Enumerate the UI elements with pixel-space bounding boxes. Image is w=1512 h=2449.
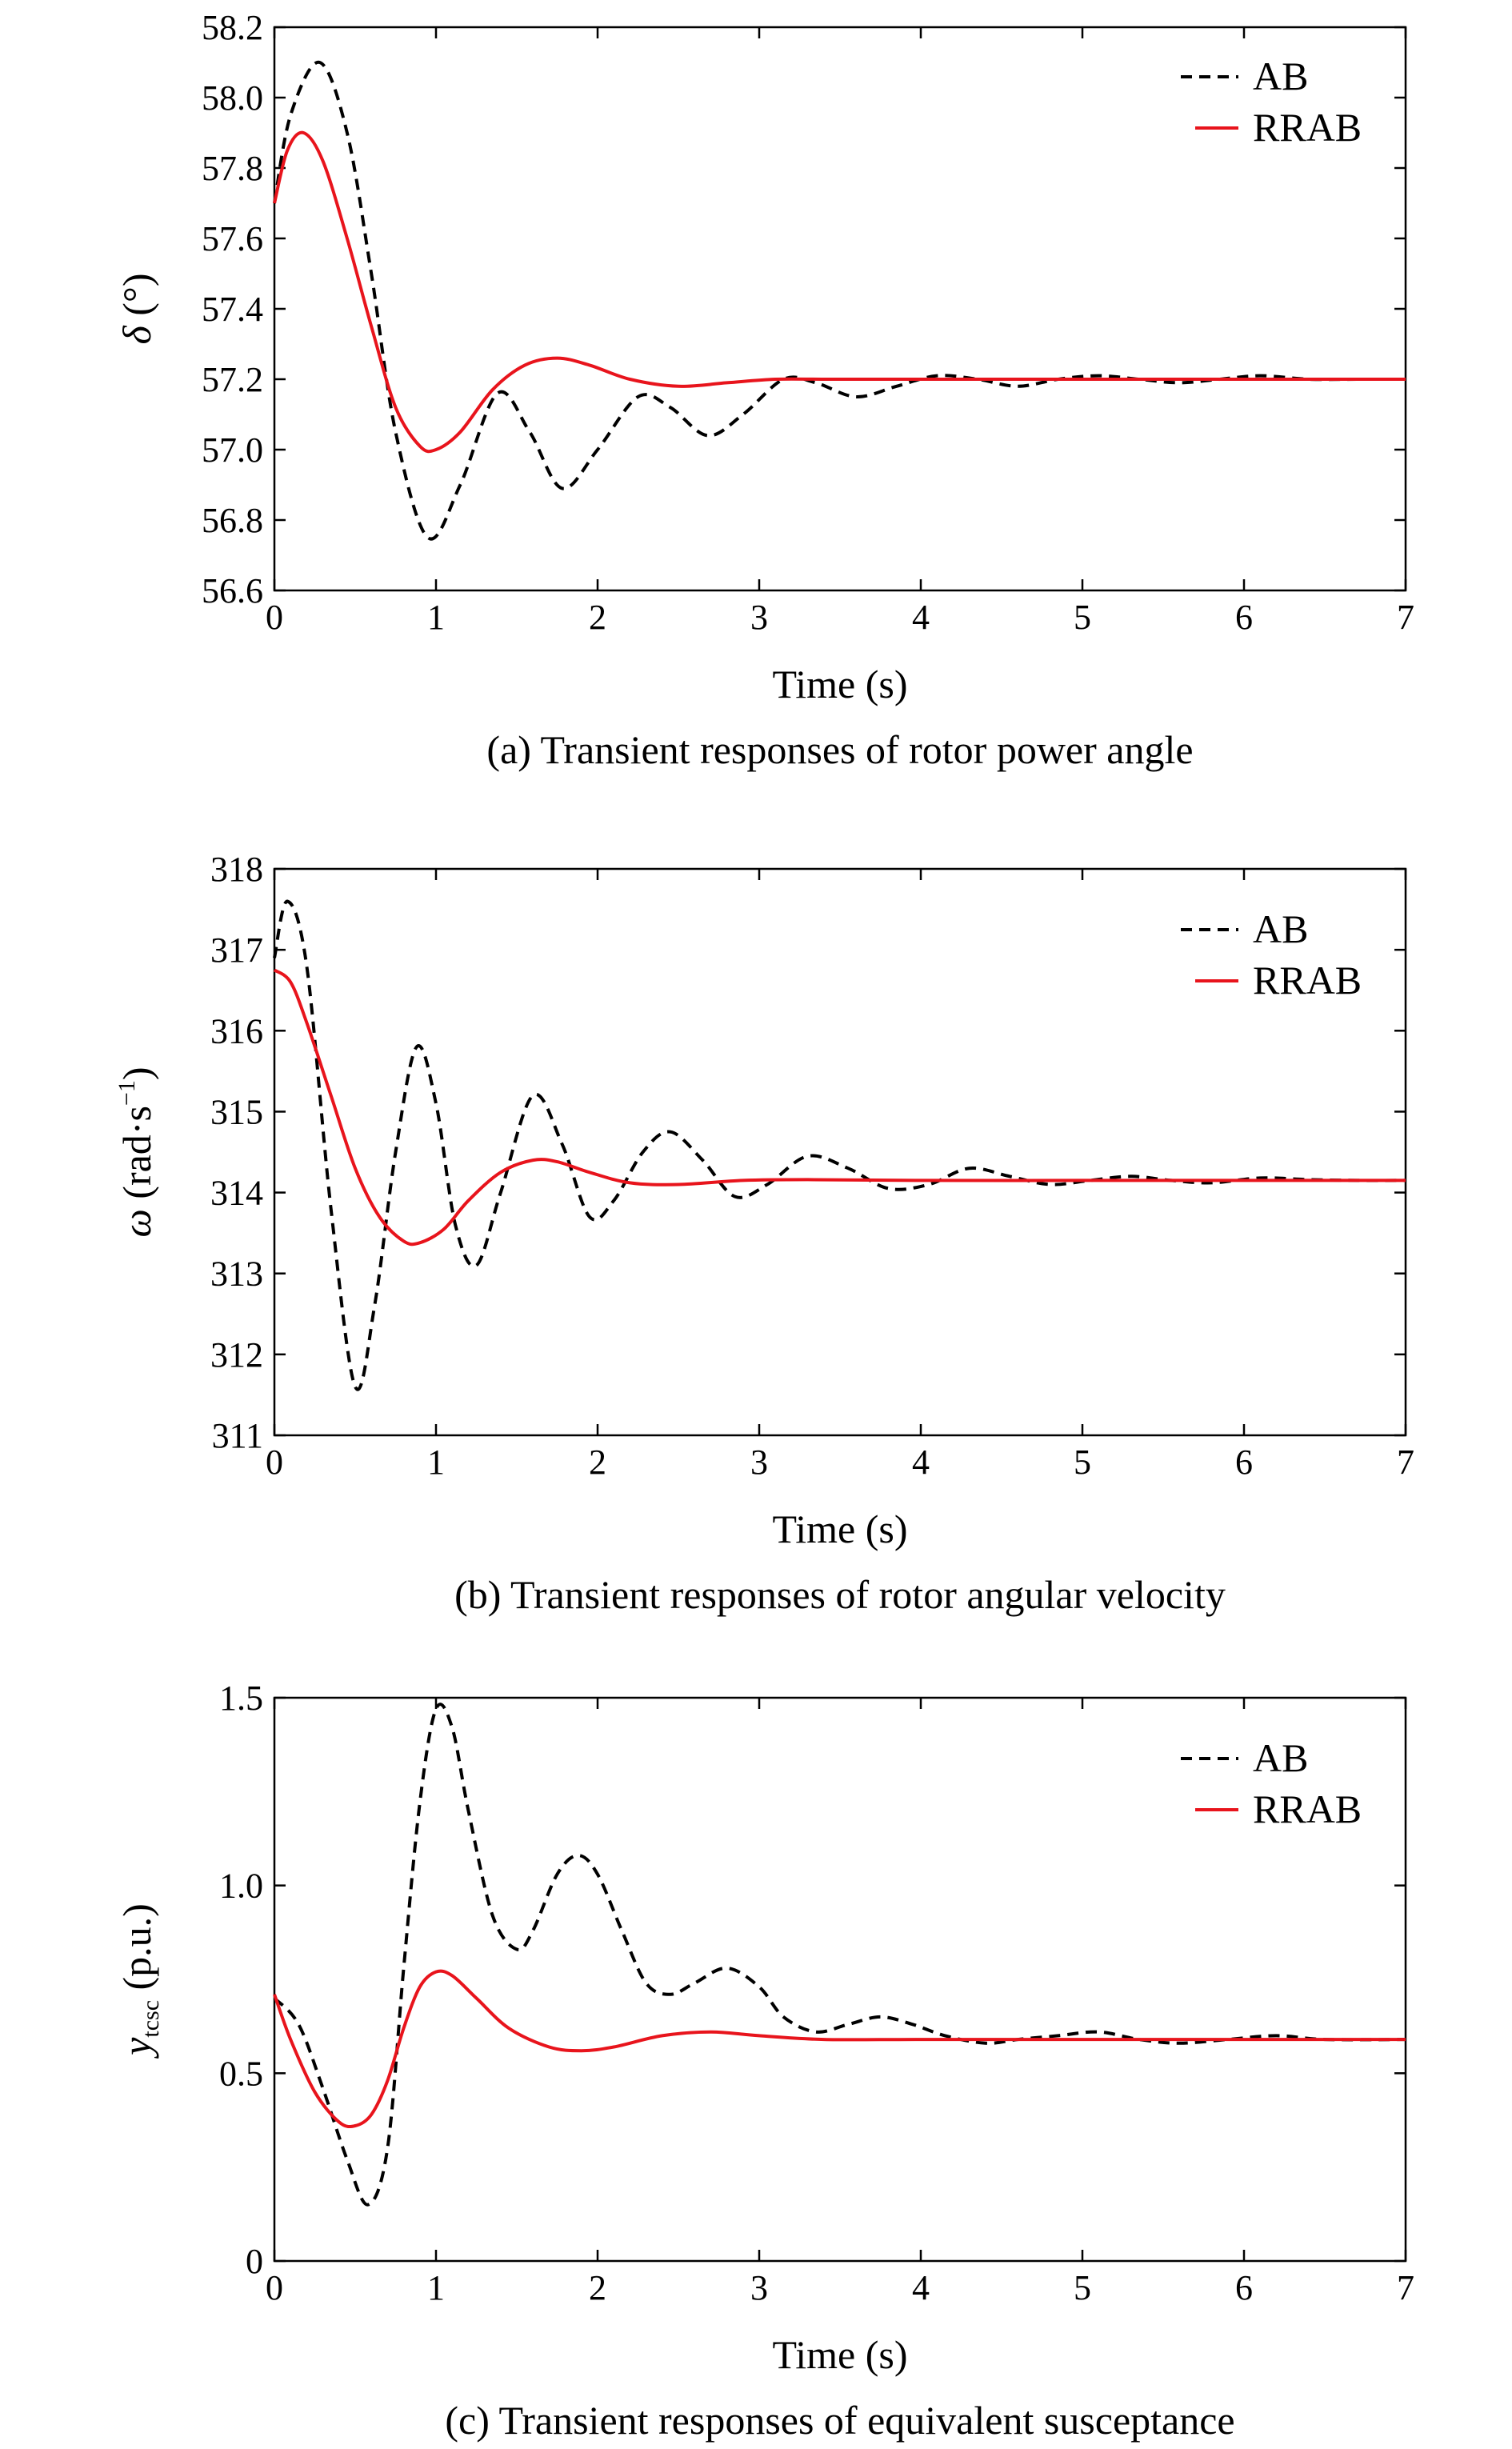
x-tick-label: 7 xyxy=(1397,598,1414,637)
y-axis-superscript: −1 xyxy=(114,1080,140,1106)
x-tick-label: 2 xyxy=(589,2268,606,2307)
x-tick-label: 1 xyxy=(427,598,445,637)
y-tick-label: 1.5 xyxy=(219,1679,263,1718)
legend-a: AB RRAB xyxy=(1181,54,1362,150)
y-axis-symbol: δ xyxy=(114,326,159,345)
series-lines-c xyxy=(273,1703,1406,2207)
y-tick-label: 0.5 xyxy=(219,2054,263,2093)
x-tick-label: 0 xyxy=(266,598,283,637)
y-tick-label: 1.0 xyxy=(219,1867,263,1906)
legend-ab-label-a: AB xyxy=(1253,54,1308,98)
legend-rrab-label-c: RRAB xyxy=(1253,1787,1362,1831)
x-tick-label: 7 xyxy=(1397,2268,1414,2307)
series-line-ab xyxy=(273,899,1406,1391)
y-axis-subscript: tcsc xyxy=(138,2000,164,2038)
x-axis-label-a: Time (s) xyxy=(772,662,907,706)
x-tick-label: 0 xyxy=(266,1443,283,1482)
y-tick-label: 314 xyxy=(210,1174,263,1213)
x-tick-label: 5 xyxy=(1074,2268,1091,2307)
x-tick-label: 2 xyxy=(589,598,606,637)
x-tick-label: 4 xyxy=(912,2268,930,2307)
y-tick-group-c: 0 0.5 1.0 1.5 xyxy=(219,1679,1406,2281)
series-lines-b xyxy=(273,899,1406,1391)
legend-rrab-label-b: RRAB xyxy=(1253,958,1362,1002)
y-tick-label: 318 xyxy=(210,850,263,889)
x-tick-label: 1 xyxy=(427,2268,445,2307)
chart-panel-a: 0 1 2 3 4 5 6 7 56.6 56.8 57.0 57.2 57.4 57.6 57.8 58.… xyxy=(114,8,1414,772)
legend-c: AB RRAB xyxy=(1181,1735,1362,1831)
x-tick-label: 1 xyxy=(427,1443,445,1482)
caption-b: (b) Transient responses of rotor angular… xyxy=(454,1572,1226,1617)
x-tick-label: 6 xyxy=(1235,1443,1253,1482)
y-tick-label: 57.0 xyxy=(202,430,263,470)
x-tick-label: 7 xyxy=(1397,1443,1414,1482)
x-tick-label: 6 xyxy=(1235,2268,1253,2307)
y-axis-unit: (p.u.) xyxy=(114,1903,159,2000)
series-line-rrab xyxy=(273,1969,1406,2129)
caption-a: (a) Transient responses of rotor power a… xyxy=(486,727,1193,772)
y-axis-unit: (°) xyxy=(114,273,159,326)
y-axis-close-paren: ) xyxy=(114,1067,159,1081)
y-axis-symbol: ω xyxy=(114,1209,159,1237)
y-tick-label: 57.8 xyxy=(202,149,263,188)
series-line-rrab xyxy=(273,968,1406,1247)
chart-panel-c: 0 1 2 3 4 5 6 7 0 0.5 1.0 1.5 Time (s) ytcsc (p.u.… xyxy=(114,1679,1414,2443)
y-tick-label: 58.2 xyxy=(202,8,263,47)
y-tick-label: 57.4 xyxy=(202,290,263,329)
series-line-ab xyxy=(273,1703,1406,2207)
y-axis-label-b: ω (rad·s−1) xyxy=(114,1067,159,1238)
x-tick-label: 4 xyxy=(912,1443,930,1482)
legend-b: AB RRAB xyxy=(1181,906,1362,1002)
y-tick-label: 311 xyxy=(212,1416,263,1455)
y-tick-label: 313 xyxy=(210,1255,263,1294)
x-tick-label: 3 xyxy=(750,1443,768,1482)
y-tick-label: 312 xyxy=(210,1335,263,1375)
y-tick-label: 317 xyxy=(210,930,263,970)
y-tick-label: 0 xyxy=(246,2242,263,2281)
x-tick-group-c: 0 1 2 3 4 5 6 7 xyxy=(266,1698,1414,2307)
x-tick-label: 3 xyxy=(750,2268,768,2307)
plot-frame-c xyxy=(273,1696,1407,2263)
caption-c: (c) Transient responses of equivalent su… xyxy=(445,2398,1234,2443)
y-tick-label: 315 xyxy=(210,1092,263,1131)
y-tick-label: 57.2 xyxy=(202,360,263,399)
legend-ab-label-c: AB xyxy=(1253,1735,1308,1780)
y-tick-label: 57.6 xyxy=(202,219,263,258)
y-tick-label: 56.6 xyxy=(202,571,263,610)
legend-rrab-label-a: RRAB xyxy=(1253,105,1362,150)
plot-frame-b xyxy=(273,867,1407,1437)
x-tick-label: 5 xyxy=(1074,1443,1091,1482)
x-tick-label: 5 xyxy=(1074,598,1091,637)
x-tick-group-b: 0 1 2 3 4 5 6 7 xyxy=(266,869,1414,1482)
x-axis-label-b: Time (s) xyxy=(772,1507,907,1551)
y-axis-unit: (rad·s xyxy=(114,1106,159,1209)
legend-ab-label-b: AB xyxy=(1253,906,1308,951)
chart-panel-b: 0 1 2 3 4 5 6 7 311 312 313 314 315 316 317 318 Time (… xyxy=(114,850,1414,1617)
x-tick-label: 6 xyxy=(1235,598,1253,637)
y-tick-group-a: 56.6 56.8 57.0 57.2 57.4 57.6 57.8 58.0 58.2 xyxy=(202,8,1406,610)
series-line-ab xyxy=(273,60,1406,541)
y-tick-label: 58.0 xyxy=(202,78,263,118)
y-tick-label: 316 xyxy=(210,1011,263,1050)
series-line-rrab xyxy=(273,130,1406,454)
y-axis-symbol: y xyxy=(114,2037,159,2059)
y-axis-label-c: ytcsc (p.u.) xyxy=(114,1903,164,2059)
x-tick-label: 4 xyxy=(912,598,930,637)
series-lines-a xyxy=(273,60,1406,541)
x-tick-label: 3 xyxy=(750,598,768,637)
x-tick-label: 2 xyxy=(589,1443,606,1482)
y-tick-group-b: 311 312 313 314 315 316 317 318 xyxy=(210,850,1406,1455)
x-tick-group-a: 0 1 2 3 4 5 6 7 xyxy=(266,27,1414,637)
x-axis-label-c: Time (s) xyxy=(772,2332,907,2377)
plot-frame-a xyxy=(273,26,1407,592)
y-tick-label: 56.8 xyxy=(202,501,263,540)
y-axis-label-a: δ (°) xyxy=(114,273,159,344)
x-tick-label: 0 xyxy=(266,2268,283,2307)
